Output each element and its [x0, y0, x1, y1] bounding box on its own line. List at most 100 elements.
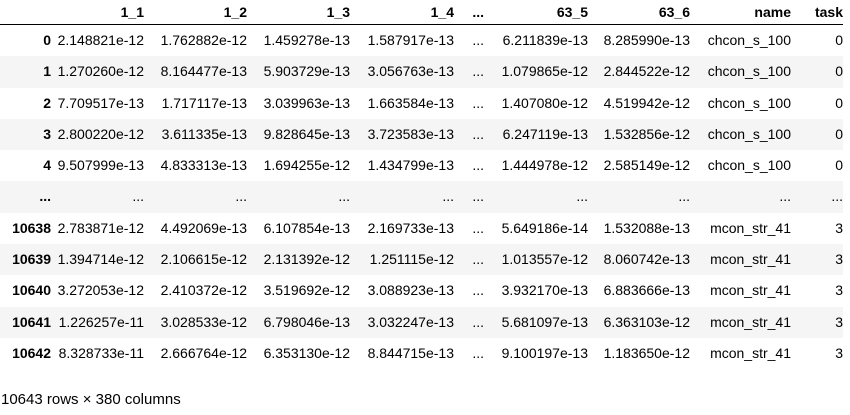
- column-header: task: [801, 0, 843, 25]
- table-cell: 5.903729e-13: [263, 63, 350, 80]
- header-row: 1_1 1_2 1_3 1_4 ... 63_5 63_6 name task: [0, 0, 843, 25]
- column-header: 63_5: [494, 0, 598, 25]
- table-cell: 6.363103e-12: [603, 313, 690, 330]
- table-cell: 2.410372e-12: [160, 282, 247, 299]
- table-cell: 4.492069e-13: [160, 219, 247, 236]
- table-row: 4 9.507999e-13 4.833313e-13 1.694255e-12 1.4…: [0, 150, 843, 181]
- table-cell: 1.459278e-13: [263, 32, 350, 48]
- table-cell: 5.649186e-14: [501, 219, 588, 236]
- column-header: name: [700, 0, 801, 25]
- table-cell: 2.148821e-12: [57, 32, 144, 48]
- column-header: 1_1: [51, 0, 154, 25]
- table-cell: 3.519692e-12: [263, 282, 350, 299]
- table-cell: 1.532856e-12: [603, 125, 690, 142]
- table-cell: ...: [472, 188, 484, 205]
- table-cell: 3: [835, 282, 843, 299]
- table-cell: 0: [835, 94, 843, 111]
- table-cell: chcon_s_100: [707, 94, 791, 111]
- table-cell: 3.272053e-12: [57, 282, 144, 299]
- table-row: 10641 1.226257e-11 3.028533e-12 6.798046e-1…: [0, 306, 843, 338]
- table-cell: 0: [835, 32, 843, 48]
- table-row: 1 1.270260e-12 8.164477e-13 5.903729e-13 3.0…: [0, 56, 843, 88]
- row-index: 10642: [12, 344, 51, 361]
- table-cell: 3.611335e-13: [161, 125, 247, 142]
- table-row: ..............................: [0, 181, 843, 213]
- row-index: ...: [39, 188, 51, 205]
- table-row: 2 7.709517e-13 1.717117e-13 3.039963e-13 1.6…: [0, 88, 843, 119]
- table-cell: 1.663584e-13: [367, 94, 454, 111]
- table-cell: 8.285990e-13: [603, 32, 690, 48]
- table-cell: 1.694255e-12: [263, 157, 350, 174]
- table-cell: 1.407080e-12: [501, 94, 588, 111]
- table-cell: 1.079865e-12: [501, 63, 588, 80]
- table-cell: 3.723583e-13: [367, 125, 454, 142]
- table-cell: 2.666764e-12: [160, 344, 247, 361]
- table-cell: ...: [338, 188, 350, 205]
- table-cell: 3: [835, 313, 843, 330]
- row-index: 3: [43, 125, 51, 142]
- row-index: 10639: [12, 251, 51, 268]
- table-cell: 1.762882e-12: [160, 32, 247, 48]
- table-row: 0 2.148821e-12 1.762882e-12 1.459278e-13 1.5…: [0, 25, 843, 57]
- table-cell: 6.798046e-13: [263, 313, 350, 330]
- table-cell: 1.013557e-12: [501, 251, 588, 268]
- table-cell: 1.587917e-13: [367, 32, 454, 48]
- table-cell: 2.585149e-12: [603, 157, 690, 174]
- column-header: 1_3: [257, 0, 360, 25]
- table-cell: 1.251115e-12: [369, 251, 454, 268]
- table-cell: 1.717117e-13: [161, 94, 247, 111]
- table-cell: 4.519942e-12: [603, 94, 690, 111]
- table-cell: 3.028533e-12: [160, 313, 247, 330]
- table-cell: 1.183650e-12: [603, 344, 690, 361]
- table-cell: 7.709517e-13: [57, 94, 144, 111]
- table-cell: 3: [835, 251, 843, 268]
- table-cell: ...: [235, 188, 247, 205]
- table-cell: 3.039963e-13: [263, 94, 350, 111]
- table-cell: 8.328733e-11: [58, 344, 144, 361]
- table-cell: 3.088923e-13: [367, 282, 454, 299]
- table-cell: chcon_s_100: [707, 63, 791, 80]
- table-cell: ...: [779, 188, 791, 205]
- table-cell: mcon_str_41: [710, 219, 791, 236]
- column-header-ellipsis: ...: [464, 0, 494, 25]
- table-cell: ...: [472, 125, 484, 142]
- table-row: 10642 8.328733e-11 2.666764e-12 6.353130e-1…: [0, 338, 843, 369]
- table-cell: ...: [132, 188, 144, 205]
- table-cell: 2.783871e-12: [57, 219, 144, 236]
- table-cell: 6.247119e-13: [502, 125, 588, 142]
- table-cell: 3.032247e-13: [367, 313, 454, 330]
- table-cell: ...: [831, 188, 843, 205]
- table-cell: 0: [835, 157, 843, 174]
- table-cell: 3.932170e-13: [501, 282, 588, 299]
- table-cell: 8.164477e-13: [160, 63, 247, 80]
- table-cell: 1.434799e-13: [367, 157, 454, 174]
- table-cell: mcon_str_41: [710, 344, 791, 361]
- table-cell: 9.507999e-13: [57, 157, 144, 174]
- table-cell: chcon_s_100: [707, 157, 791, 174]
- table-cell: ...: [472, 251, 484, 268]
- table-cell: 5.681097e-13: [501, 313, 588, 330]
- table-cell: ...: [472, 63, 484, 80]
- table-cell: ...: [678, 188, 690, 205]
- table-row: 10639 1.394714e-12 2.106615e-12 2.131392e-1…: [0, 244, 843, 276]
- table-cell: 9.828645e-13: [263, 125, 350, 142]
- table-cell: mcon_str_41: [710, 282, 791, 299]
- table-cell: 1.394714e-12: [57, 251, 144, 268]
- table-cell: chcon_s_100: [707, 125, 791, 142]
- row-index: 1: [43, 63, 51, 80]
- column-header: 1_4: [360, 0, 464, 25]
- table-cell: ...: [442, 188, 454, 205]
- table-cell: 2.800220e-12: [57, 125, 144, 142]
- column-header: 1_2: [154, 0, 257, 25]
- table-cell: 3.056763e-13: [367, 63, 454, 80]
- table-cell: 6.211839e-13: [502, 32, 588, 48]
- table-cell: 2.844522e-12: [603, 63, 690, 80]
- row-index: 10640: [12, 282, 51, 299]
- table-cell: 6.353130e-12: [263, 344, 350, 361]
- row-index: 4: [43, 157, 51, 174]
- table-cell: 1.226257e-11: [58, 313, 144, 330]
- table-cell: 6.107854e-13: [263, 219, 350, 236]
- index-header: [0, 0, 51, 25]
- table-cell: 4.833313e-13: [160, 157, 247, 174]
